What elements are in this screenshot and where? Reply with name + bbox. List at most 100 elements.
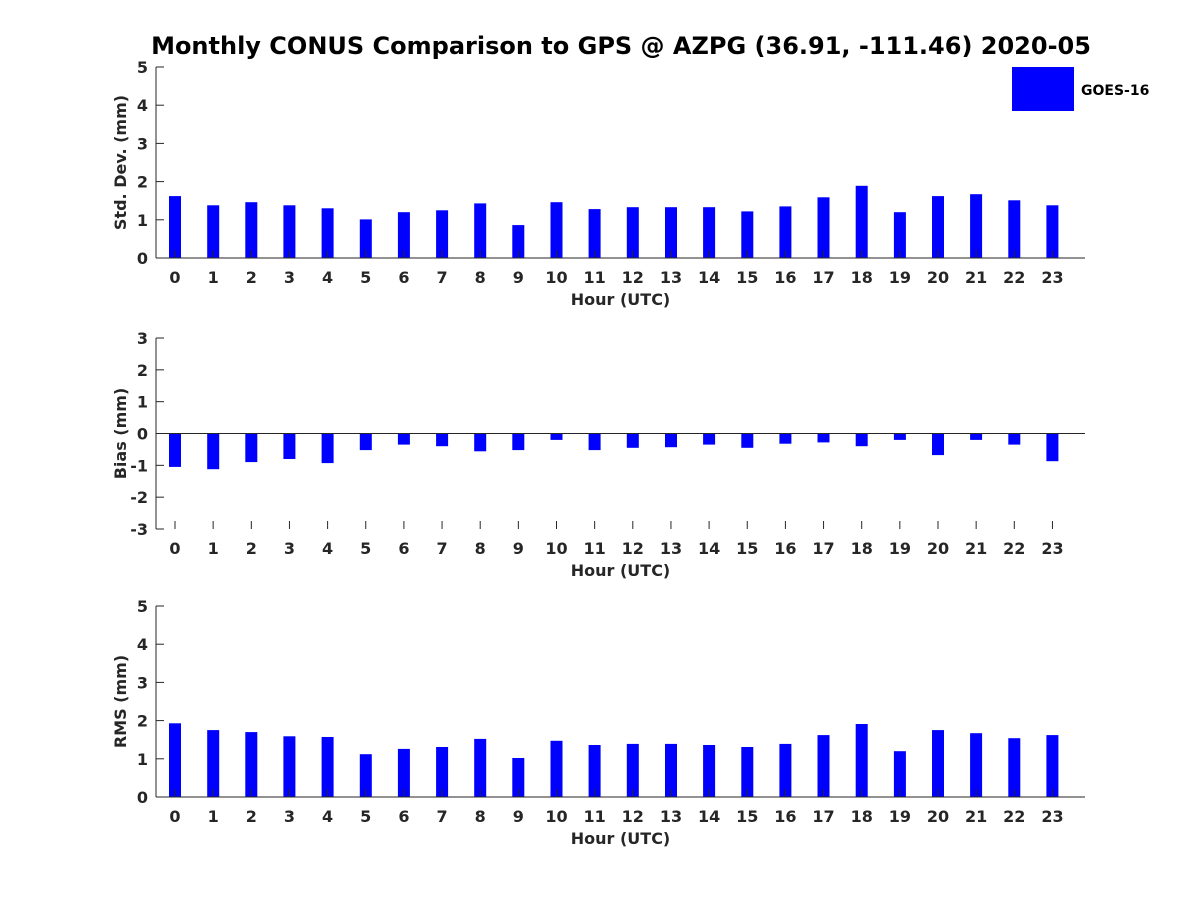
- bar: [855, 185, 868, 258]
- y-tick-label: 4: [137, 96, 148, 115]
- x-tick-label: 14: [698, 268, 720, 287]
- bar: [626, 433, 639, 448]
- bar: [893, 751, 906, 797]
- bar: [741, 433, 754, 448]
- bar: [1046, 433, 1059, 462]
- bar: [359, 754, 372, 797]
- y-tick-label: 0: [137, 249, 148, 268]
- y-tick-label: 5: [137, 597, 148, 616]
- x-tick-label: 10: [545, 807, 567, 826]
- bar: [817, 197, 830, 258]
- y-tick-label: 3: [137, 134, 148, 153]
- x-tick-label: 6: [398, 268, 409, 287]
- bar: [626, 207, 639, 258]
- x-tick-label: 11: [584, 807, 606, 826]
- bar: [359, 433, 372, 451]
- x-tick-label: 16: [774, 268, 796, 287]
- x-tick-label: 23: [1041, 539, 1063, 558]
- bar: [169, 433, 181, 467]
- bar: [321, 433, 334, 464]
- bar: [970, 433, 983, 440]
- x-tick-label: 5: [360, 539, 371, 558]
- x-tick-label: 20: [927, 268, 949, 287]
- y-tick-label: 1: [137, 211, 148, 230]
- bar: [474, 433, 487, 452]
- bar: [245, 433, 258, 463]
- x-tick-label: 8: [475, 539, 486, 558]
- bar: [397, 748, 410, 797]
- bar: [283, 736, 296, 797]
- bar: [321, 737, 334, 797]
- bar: [741, 211, 754, 258]
- x-tick-label: 13: [660, 807, 682, 826]
- bar: [283, 433, 296, 459]
- x-tick-label: 23: [1041, 807, 1063, 826]
- bar: [588, 745, 601, 797]
- bar: [1008, 738, 1021, 797]
- y-tick-label: 1: [137, 393, 148, 412]
- bar: [893, 433, 906, 440]
- legend: GOES-16: [1012, 67, 1149, 111]
- bar: [855, 433, 868, 447]
- bar: [436, 747, 449, 797]
- x-tick-label: 2: [246, 539, 257, 558]
- legend-label: GOES-16: [1081, 83, 1149, 99]
- y-tick-label: 3: [137, 329, 148, 348]
- x-tick-label: 8: [475, 268, 486, 287]
- x-tick-label: 12: [622, 807, 644, 826]
- y-tick-label: 1: [137, 750, 148, 769]
- y-tick-label: 0: [137, 425, 148, 444]
- x-tick-label: 15: [736, 807, 758, 826]
- bar: [512, 225, 525, 258]
- x-axis-label: Hour (UTC): [571, 290, 671, 309]
- x-tick-label: 6: [398, 807, 409, 826]
- bar: [588, 433, 601, 451]
- x-tick-label: 18: [851, 268, 873, 287]
- legend-swatch: [1012, 67, 1074, 111]
- bar: [321, 208, 334, 258]
- x-axis-label: Hour (UTC): [571, 561, 671, 580]
- bar: [932, 196, 944, 258]
- y-axis-label: Std. Dev. (mm): [111, 95, 130, 230]
- bar: [245, 732, 258, 797]
- x-tick-label: 11: [584, 268, 606, 287]
- x-tick-label: 20: [927, 539, 949, 558]
- x-tick-label: 4: [322, 539, 333, 558]
- x-tick-label: 10: [545, 268, 567, 287]
- bar: [550, 433, 563, 440]
- bar: [855, 724, 868, 797]
- y-tick-label: -2: [130, 488, 148, 507]
- bar: [1046, 735, 1059, 797]
- x-tick-label: 5: [360, 268, 371, 287]
- bar: [626, 743, 639, 797]
- x-tick-label: 0: [169, 807, 180, 826]
- x-tick-label: 14: [698, 807, 720, 826]
- x-tick-label: 0: [169, 539, 180, 558]
- x-tick-label: 4: [322, 268, 333, 287]
- x-tick-label: 19: [889, 807, 911, 826]
- bar: [779, 206, 792, 258]
- bar: [397, 212, 410, 258]
- x-tick-label: 22: [1003, 268, 1025, 287]
- x-tick-label: 14: [698, 539, 720, 558]
- bar: [817, 735, 830, 797]
- bar: [169, 196, 181, 258]
- y-tick-label: 4: [137, 635, 148, 654]
- bar: [970, 733, 983, 797]
- bar: [665, 743, 677, 797]
- bar: [703, 207, 716, 258]
- x-tick-label: 13: [660, 268, 682, 287]
- bar: [245, 202, 258, 258]
- x-tick-label: 16: [774, 807, 796, 826]
- x-tick-label: 3: [284, 539, 295, 558]
- x-tick-label: 22: [1003, 539, 1025, 558]
- bar: [512, 758, 525, 797]
- y-tick-label: 2: [137, 173, 148, 192]
- bar: [283, 205, 296, 258]
- bar: [665, 433, 677, 448]
- bar: [207, 205, 220, 258]
- x-axis-label: Hour (UTC): [571, 829, 671, 848]
